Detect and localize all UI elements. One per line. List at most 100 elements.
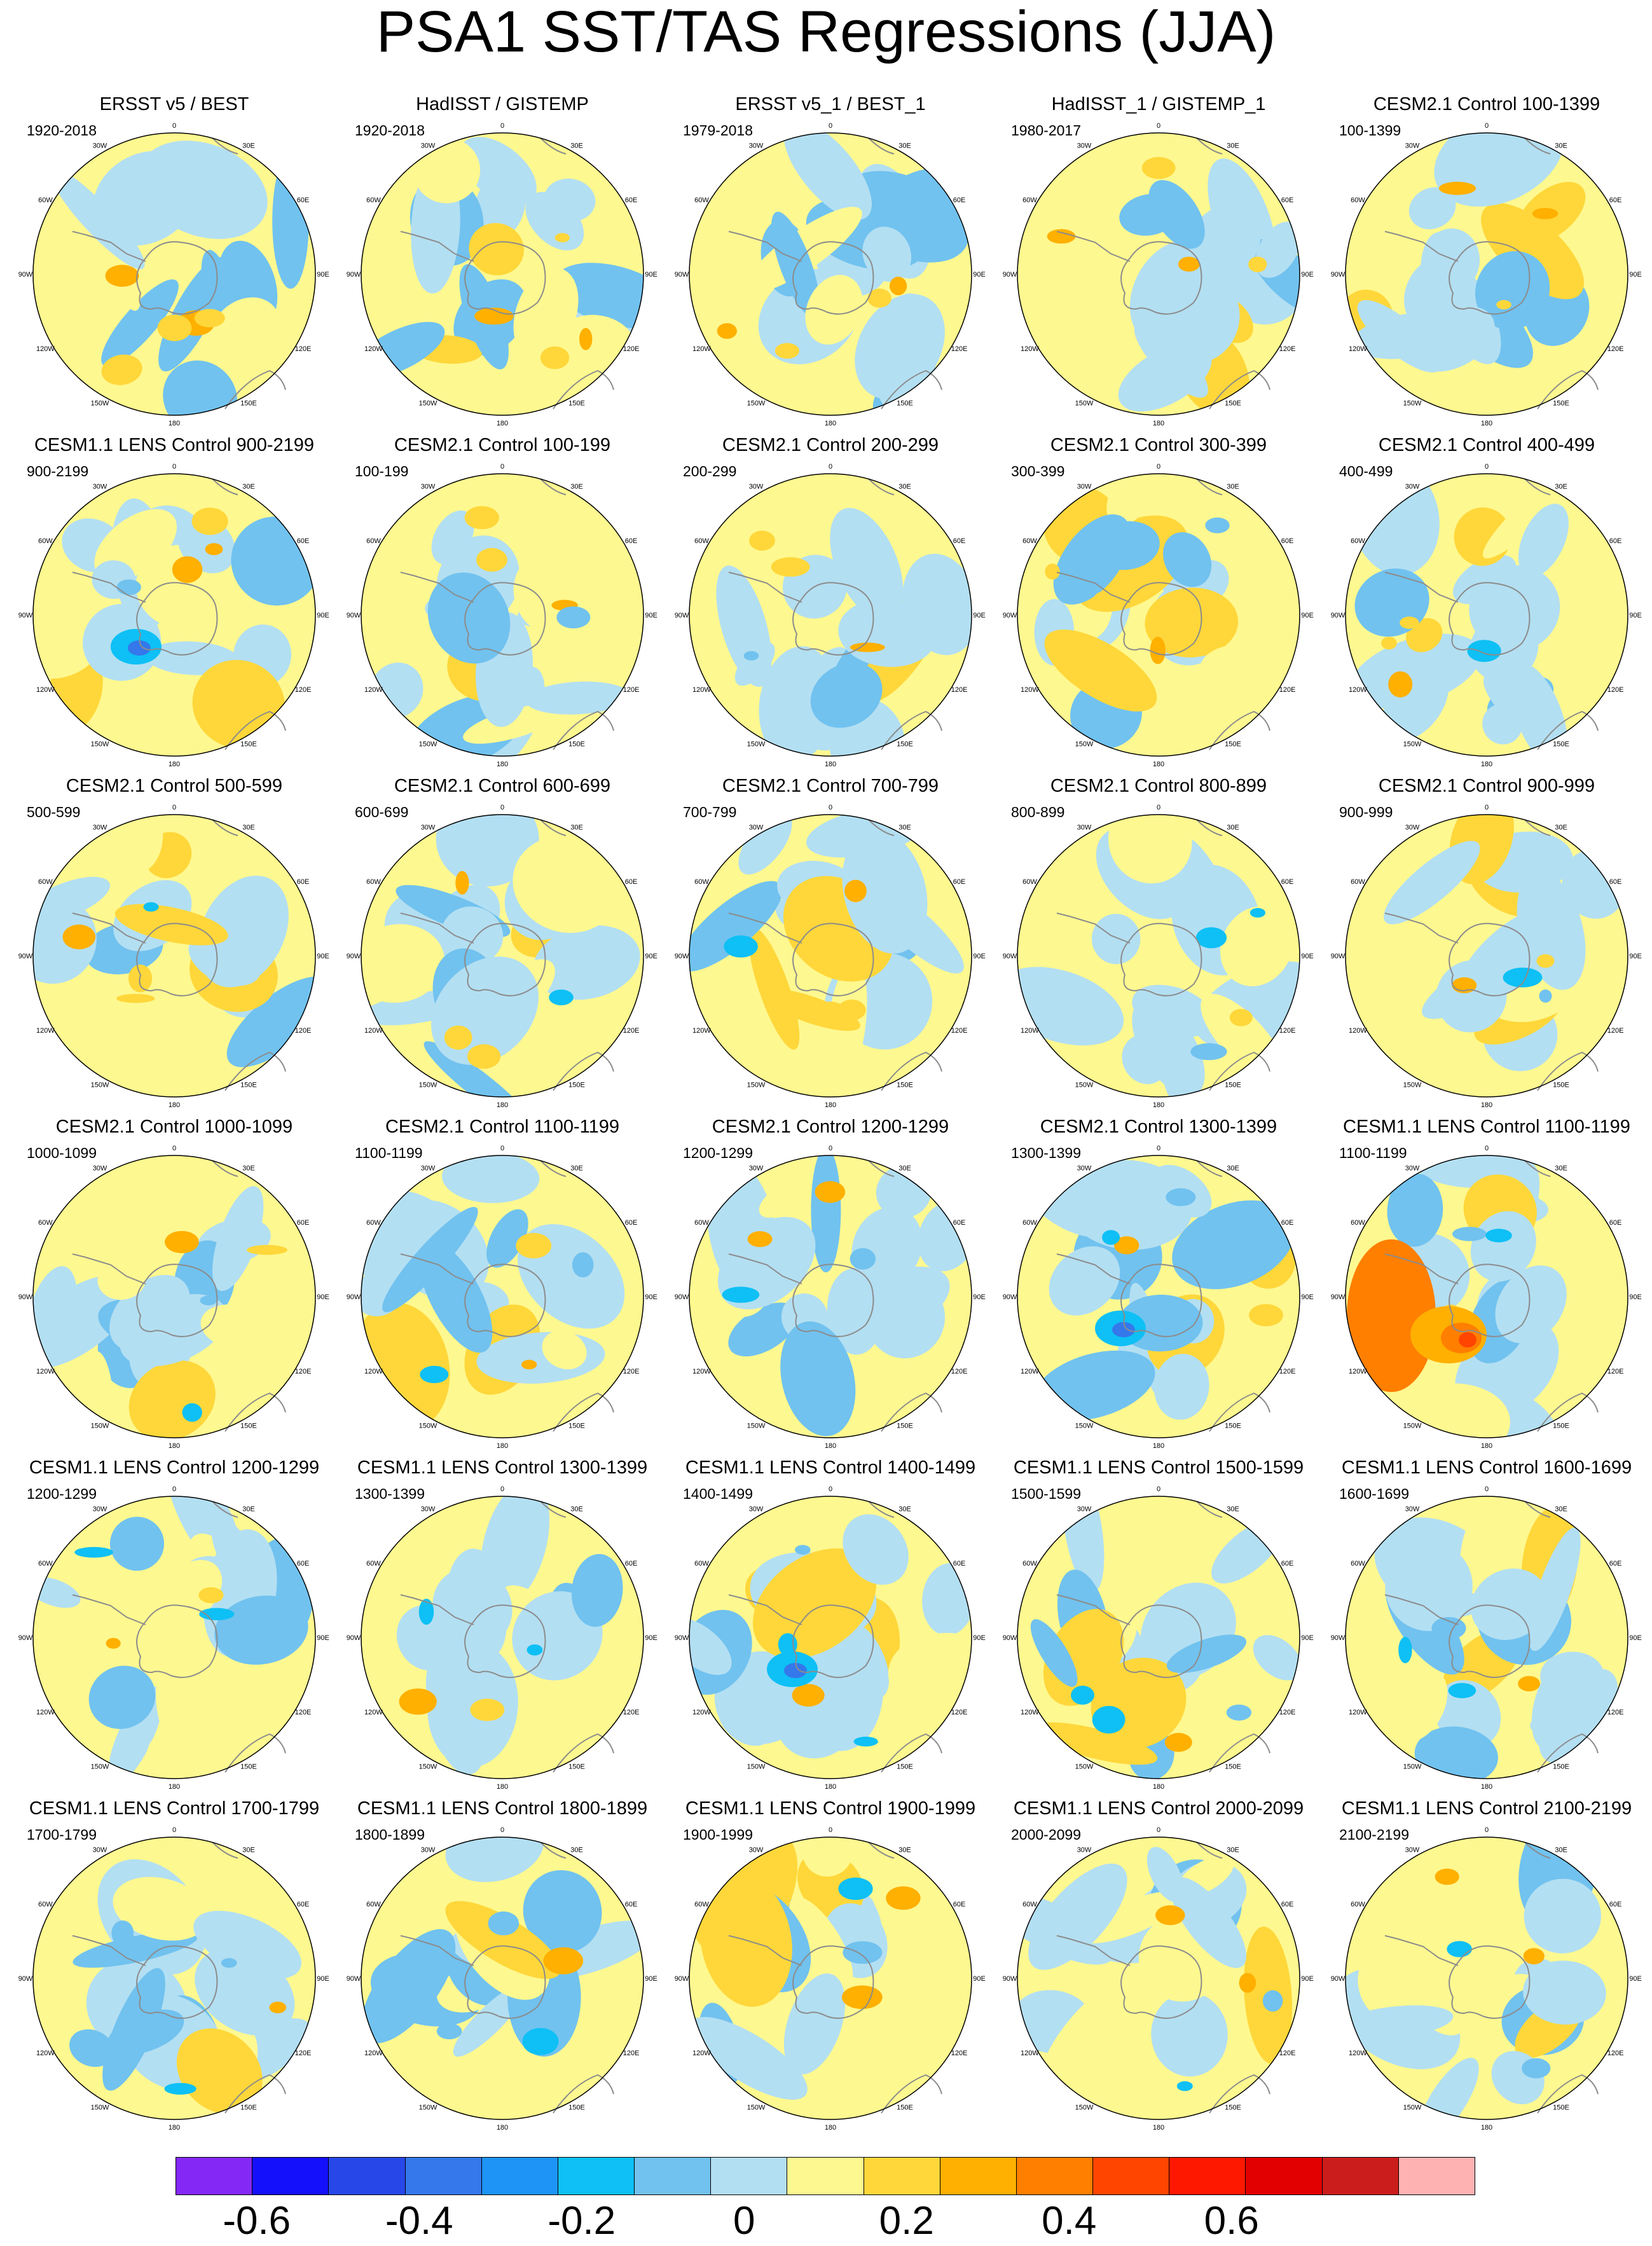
longitude-label: 90E <box>1629 1634 1642 1642</box>
contour-fill <box>198 1587 224 1604</box>
longitude-label: 60E <box>297 878 310 886</box>
contour-field <box>1346 133 1628 415</box>
longitude-label: 120E <box>623 1709 640 1716</box>
colorbar-label: 0.6 <box>1204 2199 1259 2243</box>
panel-years: 1000-1099 <box>27 1145 97 1161</box>
coastline <box>881 2074 942 2114</box>
longitude-label: 30E <box>570 483 583 490</box>
map-panel: CESM2.1 Control 200-299 0 30E 60E 90E 120E 150… <box>666 435 995 772</box>
panel-title: CESM1.1 LENS Control 1600-1699 <box>1341 1457 1632 1478</box>
polar-map: 0 30E 60E 90E 120E 150E 180 150W 120W 90W 60W 30W <box>347 1485 657 1791</box>
longitude-label: 30W <box>1405 1846 1420 1854</box>
colorbar-label: -0.4 <box>385 2199 453 2243</box>
contour-fill <box>33 596 104 679</box>
longitude-label: 30W <box>421 1164 436 1172</box>
longitude-label: 150E <box>1553 1763 1569 1771</box>
contour-fill <box>1381 637 1397 650</box>
longitude-label: 60W <box>366 1901 381 1908</box>
longitude-label: 30W <box>749 1164 764 1172</box>
longitude-label: 0 <box>500 122 504 130</box>
longitude-label: 30W <box>749 142 764 149</box>
contour-fill <box>191 507 228 535</box>
colorbar-box <box>1322 2158 1399 2194</box>
longitude-label: 60W <box>38 1901 53 1908</box>
longitude-label: 30E <box>1227 1505 1239 1513</box>
longitude-label: 0 <box>1485 1145 1489 1152</box>
panel-title: CESM2.1 Control 700-799 <box>722 776 939 796</box>
contour-fill <box>399 1688 437 1715</box>
contour-field <box>33 133 315 415</box>
map-border <box>361 132 644 416</box>
polar-map: 0 30E 60E 90E 120E 150E 180 150W 120W 90W 60W 30W <box>1331 1826 1642 2132</box>
contour-fill <box>1518 1676 1540 1691</box>
longitude-label: 0 <box>829 1145 832 1152</box>
contour-fill <box>193 1910 301 1980</box>
longitude-label: 60W <box>694 196 709 204</box>
longitude-label: 30W <box>1077 1164 1092 1172</box>
longitude-label: 60E <box>625 1219 638 1227</box>
contour-fill <box>1047 229 1076 244</box>
map-panel: CESM2.1 Control 100-1399 0 30E 60E 90E 120E 15… <box>1323 94 1651 431</box>
longitude-label: 0 <box>172 122 176 130</box>
polar-map: 0 30E 60E 90E 120E 150E 180 150W 120W 90W 60W 30W <box>347 804 657 1109</box>
longitude-label: 60W <box>694 1560 709 1567</box>
contour-fill <box>1045 563 1060 580</box>
longitude-label: 120W <box>36 345 55 353</box>
longitude-label: 150W <box>1075 741 1094 748</box>
contour-fill <box>111 1920 134 1946</box>
panel-years: 1100-1199 <box>1339 1145 1407 1161</box>
longitude-label: 90E <box>973 1634 986 1642</box>
longitude-label: 150W <box>747 1763 766 1771</box>
longitude-label: 180 <box>1153 1442 1164 1450</box>
coastline <box>1196 1501 1223 1518</box>
antarctica-outline <box>1120 1264 1202 1337</box>
longitude-label: 120E <box>951 1027 968 1035</box>
longitude-label: 0 <box>829 1485 832 1493</box>
map-border <box>361 1155 644 1438</box>
contour-fill <box>467 1044 501 1069</box>
longitude-label: 30E <box>570 1846 583 1854</box>
map-panel: CESM1.1 LENS Control 1300-1399 0 30E 60E 90E… <box>338 1457 666 1795</box>
longitude-label: 30W <box>421 1846 436 1854</box>
colorbar-box <box>635 2158 712 2194</box>
contour-fill <box>689 881 783 972</box>
map-panel: CESM1.1 LENS Control 2100-2199 0 30E 60E 90E… <box>1323 1798 1651 2135</box>
peninsula-outline <box>400 231 474 262</box>
map-border <box>1017 814 1300 1098</box>
coastline <box>868 478 895 495</box>
contour-fill <box>525 681 630 715</box>
longitude-label: 150W <box>419 1423 437 1430</box>
coastline <box>224 710 286 750</box>
contour-fill <box>1471 1568 1548 1640</box>
contour-fill <box>200 1304 272 1350</box>
panel-years: 1600-1699 <box>1339 1485 1409 1502</box>
contour-fill <box>1162 1033 1194 1097</box>
panel-title: CESM2.1 Control 600-699 <box>394 776 611 796</box>
panel-title: HadISST / GISTEMP <box>416 94 589 114</box>
longitude-label: 180 <box>1481 761 1492 768</box>
contour-fill <box>1155 1905 1185 1926</box>
contour-fill <box>1049 1246 1120 1316</box>
contour-fill <box>1503 967 1543 988</box>
contour-fill <box>1205 517 1230 534</box>
map-border <box>32 473 316 757</box>
longitude-label: 150W <box>91 1763 109 1771</box>
map-border <box>1345 1155 1628 1438</box>
contour-fill <box>722 1286 760 1303</box>
contour-fill <box>1108 815 1192 884</box>
longitude-label: 90W <box>1331 612 1346 619</box>
contour-fill <box>1078 1891 1184 1944</box>
contour-fill <box>1532 208 1559 219</box>
coastline <box>1196 1160 1223 1177</box>
longitude-label: 120W <box>1021 686 1039 694</box>
antarctica-outline <box>792 582 874 656</box>
coastline <box>540 1501 567 1518</box>
coastline <box>1209 1051 1270 1091</box>
longitude-label: 150W <box>1403 2104 1422 2112</box>
antarctica-outline <box>464 241 546 315</box>
longitude-label: 30E <box>570 142 583 149</box>
longitude-label: 150W <box>1075 1082 1094 1089</box>
contour-fill <box>1448 1683 1476 1698</box>
longitude-label: 60W <box>366 196 381 204</box>
coastline <box>1537 369 1599 410</box>
